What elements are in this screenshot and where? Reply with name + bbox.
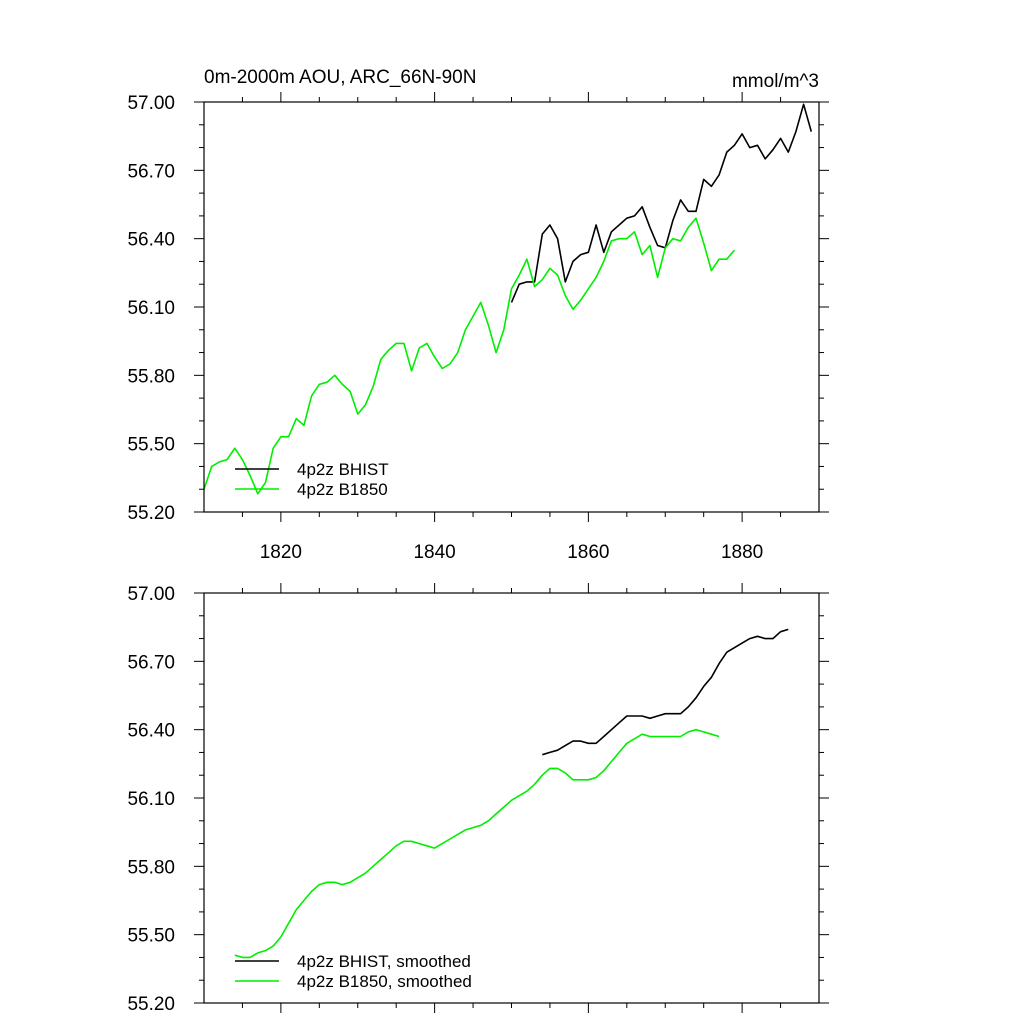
y-tick-label: 57.00 bbox=[127, 93, 175, 114]
series-line-b1850 bbox=[234, 728, 720, 959]
x-tick-label: 1840 bbox=[413, 542, 455, 563]
y-tick-label: 55.20 bbox=[127, 994, 175, 1015]
bottom-panel: 55.20 55.50 55.80 56.10 56.40 56.70 57.00 4p2z… bbox=[127, 583, 829, 1015]
series-line-bhist bbox=[542, 628, 789, 756]
top-panel: 0m-2000m AOU, ARC_66N-90N mmol/m^3 1820 1… bbox=[127, 67, 829, 563]
y-tick-label: 57.00 bbox=[127, 584, 175, 605]
ticks-layer: 55.20 55.50 55.80 56.10 56.40 56.70 57.00 bbox=[127, 583, 829, 1015]
y-tick-label: 55.20 bbox=[127, 503, 175, 524]
plot-frame bbox=[203, 101, 820, 513]
y-tick-label: 56.40 bbox=[127, 721, 175, 742]
legend-label-bhist-smoothed: 4p2z BHIST, smoothed bbox=[297, 952, 471, 971]
series-layer bbox=[203, 103, 813, 495]
legend-label-b1850-smoothed: 4p2z B1850, smoothed bbox=[297, 972, 472, 991]
y-tick-label: 56.70 bbox=[127, 652, 175, 673]
y-tick-label: 55.50 bbox=[127, 926, 175, 947]
units-label: mmol/m^3 bbox=[732, 71, 819, 92]
ticks-layer: 1820 1840 1860 1880 55.20 55.50 55.80 56.10 56.4… bbox=[127, 92, 829, 563]
y-tick-label: 56.40 bbox=[127, 230, 175, 251]
x-tick-label: 1880 bbox=[721, 542, 763, 563]
x-tick-label: 1860 bbox=[567, 542, 609, 563]
series-line-bhist bbox=[510, 103, 813, 303]
y-tick-label: 56.70 bbox=[127, 161, 175, 182]
y-tick-label: 56.10 bbox=[127, 298, 175, 319]
legend-label-bhist: 4p2z BHIST bbox=[297, 460, 389, 479]
legend-label-b1850: 4p2z B1850 bbox=[297, 480, 388, 499]
chart-title: 0m-2000m AOU, ARC_66N-90N bbox=[204, 67, 476, 88]
series-layer bbox=[234, 628, 789, 959]
y-tick-label: 56.10 bbox=[127, 789, 175, 810]
y-tick-label: 55.80 bbox=[127, 857, 175, 878]
legend: 4p2z BHIST, smoothed 4p2z B1850, smoothe… bbox=[235, 952, 472, 991]
y-tick-label: 55.50 bbox=[127, 435, 175, 456]
plot-frame bbox=[203, 592, 820, 1004]
y-tick-label: 55.80 bbox=[127, 366, 175, 387]
series-line-b1850 bbox=[203, 217, 736, 495]
x-tick-label: 1820 bbox=[260, 542, 302, 563]
legend: 4p2z BHIST 4p2z B1850 bbox=[235, 460, 389, 499]
